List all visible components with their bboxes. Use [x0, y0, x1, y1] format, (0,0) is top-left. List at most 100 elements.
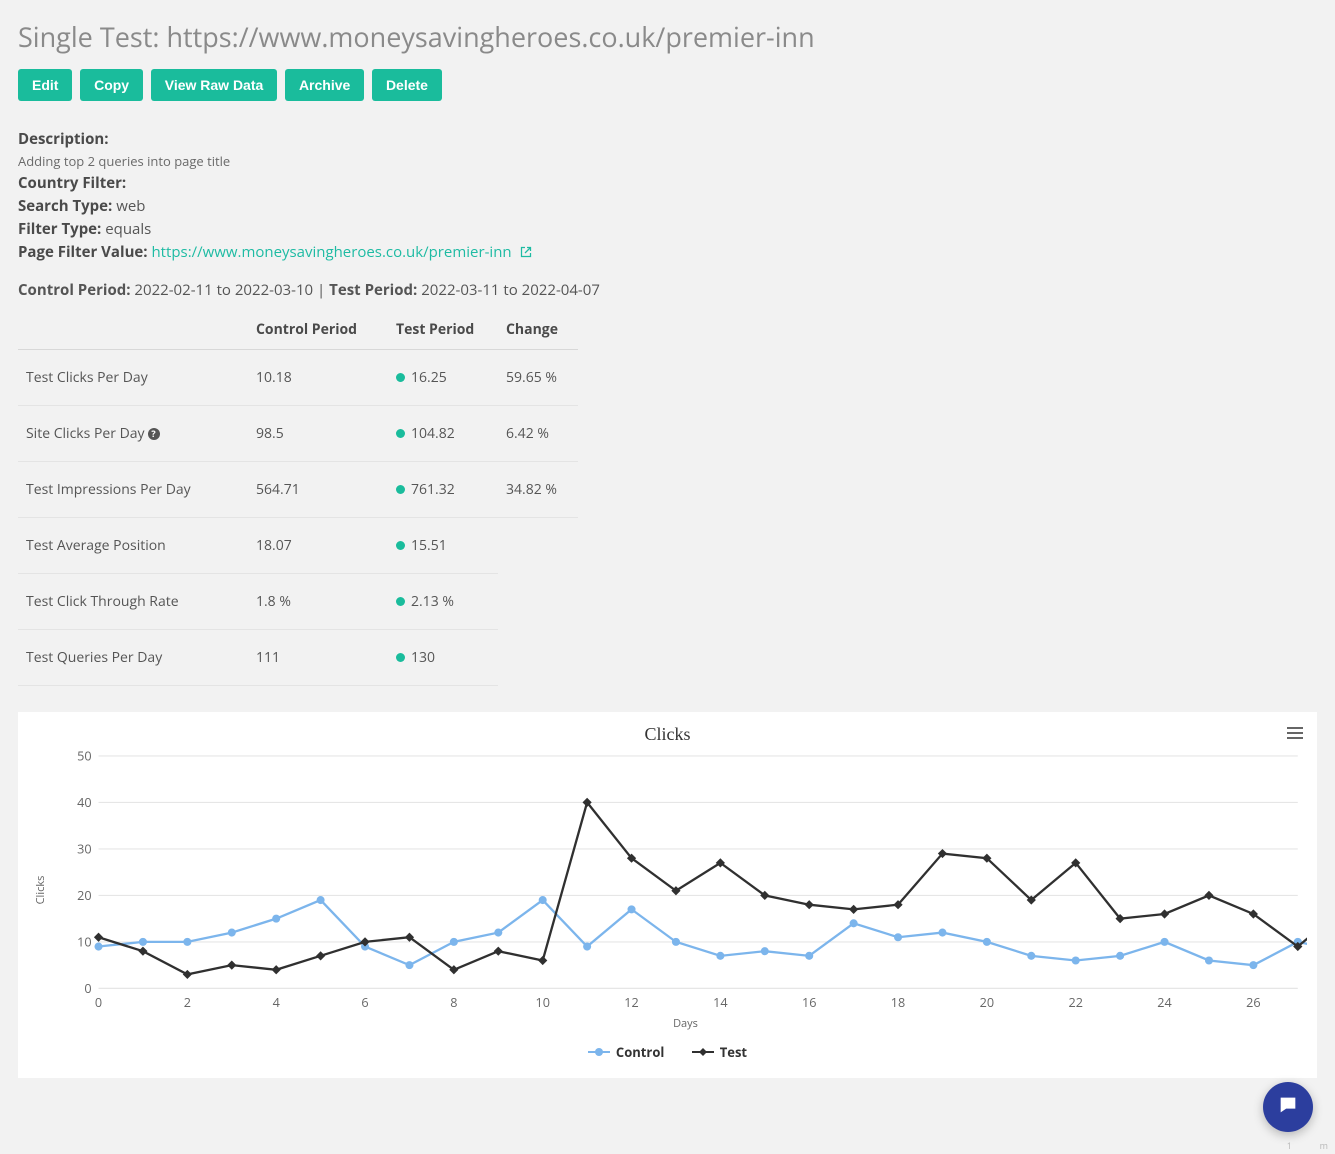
meta-block: Description: Adding top 2 queries into p…: [18, 129, 1317, 262]
info-icon[interactable]: ?: [148, 428, 160, 440]
legend-control-label: Control: [616, 1043, 664, 1061]
periods-line: Control Period: 2022-02-11 to 2022-03-10…: [18, 280, 1317, 300]
y-axis-label: Clicks: [33, 875, 48, 904]
control-value-cell: 1.8 %: [248, 574, 388, 630]
action-button-row: Edit Copy View Raw Data Archive Delete: [18, 69, 1317, 101]
chart-menu-button[interactable]: [1287, 724, 1303, 742]
legend-test-label: Test: [720, 1043, 747, 1061]
svg-text:2: 2: [184, 993, 191, 1011]
description-label: Description:: [18, 129, 109, 149]
clicks-line-chart: 0102030405002468101214161820222426: [64, 749, 1307, 1014]
metric-name-cell: Site Clicks Per Day?: [18, 406, 248, 462]
svg-text:4: 4: [273, 993, 280, 1011]
metric-name-cell: Test Click Through Rate: [18, 574, 248, 630]
status-dot-icon: [396, 429, 405, 438]
svg-text:14: 14: [713, 993, 727, 1011]
country-filter-label: Country Filter:: [18, 173, 126, 193]
svg-text:50: 50: [77, 749, 91, 765]
status-dot-icon: [396, 597, 405, 606]
svg-text:26: 26: [1246, 993, 1260, 1011]
legend-control-icon: [588, 1046, 610, 1058]
external-link-icon: [520, 243, 532, 255]
svg-text:8: 8: [450, 993, 457, 1011]
svg-text:18: 18: [891, 993, 905, 1011]
control-period-label: Control Period:: [18, 280, 131, 300]
control-period-value: 2022-02-11 to 2022-03-10: [134, 280, 313, 300]
test-value-cell: 130: [388, 630, 498, 686]
search-type-value: web: [116, 196, 145, 216]
svg-text:10: 10: [77, 932, 91, 950]
metric-name-cell: Test Clicks Per Day: [18, 350, 248, 406]
test-value-cell: 761.32: [388, 462, 498, 518]
control-value-cell: 18.07: [248, 518, 388, 574]
hamburger-icon: [1287, 727, 1303, 739]
control-value-cell: 10.18: [248, 350, 388, 406]
archive-button[interactable]: Archive: [285, 69, 364, 101]
test-period-label: Test Period:: [329, 280, 417, 300]
filter-type-label: Filter Type:: [18, 219, 101, 239]
change-value-cell: 59.65 %: [498, 350, 578, 406]
title-url-text: https://www.moneysavingheroes.co.uk/prem…: [166, 18, 814, 55]
test-period-value: 2022-03-11 to 2022-04-07: [421, 280, 600, 300]
page-filter-link[interactable]: https://www.moneysavingheroes.co.uk/prem…: [151, 242, 531, 262]
th-blank: [18, 310, 248, 350]
status-dot-icon: [396, 485, 405, 494]
table-row: Test Clicks Per Day10.1816.2559.65 %: [18, 350, 578, 406]
svg-text:16: 16: [802, 993, 816, 1011]
svg-text:10: 10: [535, 993, 549, 1011]
table-header-row: Control Period Test Period Change: [18, 310, 578, 350]
status-dot-icon: [396, 653, 405, 662]
svg-text:24: 24: [1157, 993, 1171, 1011]
th-test: Test Period: [388, 310, 498, 350]
test-value-cell: 104.82: [388, 406, 498, 462]
metric-name-cell: Test Average Position: [18, 518, 248, 574]
table-row: Test Impressions Per Day564.71761.3234.8…: [18, 462, 578, 518]
metric-name-cell: Test Queries Per Day: [18, 630, 248, 686]
status-dot-icon: [396, 373, 405, 382]
legend-item-test[interactable]: Test: [692, 1043, 747, 1061]
help-fab-button[interactable]: [1263, 1082, 1313, 1132]
table-row: Test Queries Per Day111130: [18, 630, 578, 686]
legend-test-icon: [692, 1046, 714, 1058]
delete-button[interactable]: Delete: [372, 69, 442, 101]
test-value-cell: 2.13 %: [388, 574, 498, 630]
test-value-cell: 15.51: [388, 518, 498, 574]
svg-text:6: 6: [361, 993, 368, 1011]
svg-text:30: 30: [77, 840, 91, 858]
chart-legend: Control Test: [28, 1043, 1307, 1062]
edit-button[interactable]: Edit: [18, 69, 72, 101]
chart-card: Clicks Clicks 01020304050024681012141618…: [18, 712, 1317, 1078]
table-row: Site Clicks Per Day?98.5104.826.42 %: [18, 406, 578, 462]
status-dot-icon: [396, 541, 405, 550]
control-value-cell: 564.71: [248, 462, 388, 518]
table-row: Test Average Position18.0715.51: [18, 518, 578, 574]
svg-text:0: 0: [84, 979, 91, 997]
svg-text:12: 12: [624, 993, 638, 1011]
control-value-cell: 98.5: [248, 406, 388, 462]
svg-text:20: 20: [77, 886, 91, 904]
chat-bubble-icon: [1277, 1094, 1299, 1121]
change-value-cell: [498, 518, 578, 574]
test-value-cell: 16.25: [388, 350, 498, 406]
svg-text:40: 40: [77, 793, 91, 811]
table-row: Test Click Through Rate1.8 %2.13 %: [18, 574, 578, 630]
description-text: Adding top 2 queries into page title: [18, 152, 1317, 170]
change-value-cell: 6.42 %: [498, 406, 578, 462]
svg-text:22: 22: [1068, 993, 1082, 1011]
change-value-cell: 34.82 %: [498, 462, 578, 518]
title-prefix: Single Test:: [18, 18, 166, 55]
th-control: Control Period: [248, 310, 388, 350]
brand-stamp: 1 m: [1287, 1139, 1329, 1152]
metrics-table: Control Period Test Period Change Test C…: [18, 310, 578, 686]
copy-button[interactable]: Copy: [80, 69, 143, 101]
svg-text:0: 0: [95, 993, 102, 1011]
view-raw-button[interactable]: View Raw Data: [151, 69, 278, 101]
periods-separator: |: [317, 280, 329, 300]
metric-name-cell: Test Impressions Per Day: [18, 462, 248, 518]
legend-item-control[interactable]: Control: [588, 1043, 664, 1061]
search-type-label: Search Type:: [18, 196, 112, 216]
filter-type-value: equals: [105, 219, 151, 239]
page-filter-label: Page Filter Value:: [18, 242, 148, 262]
chart-title: Clicks: [28, 724, 1307, 745]
control-value-cell: 111: [248, 630, 388, 686]
